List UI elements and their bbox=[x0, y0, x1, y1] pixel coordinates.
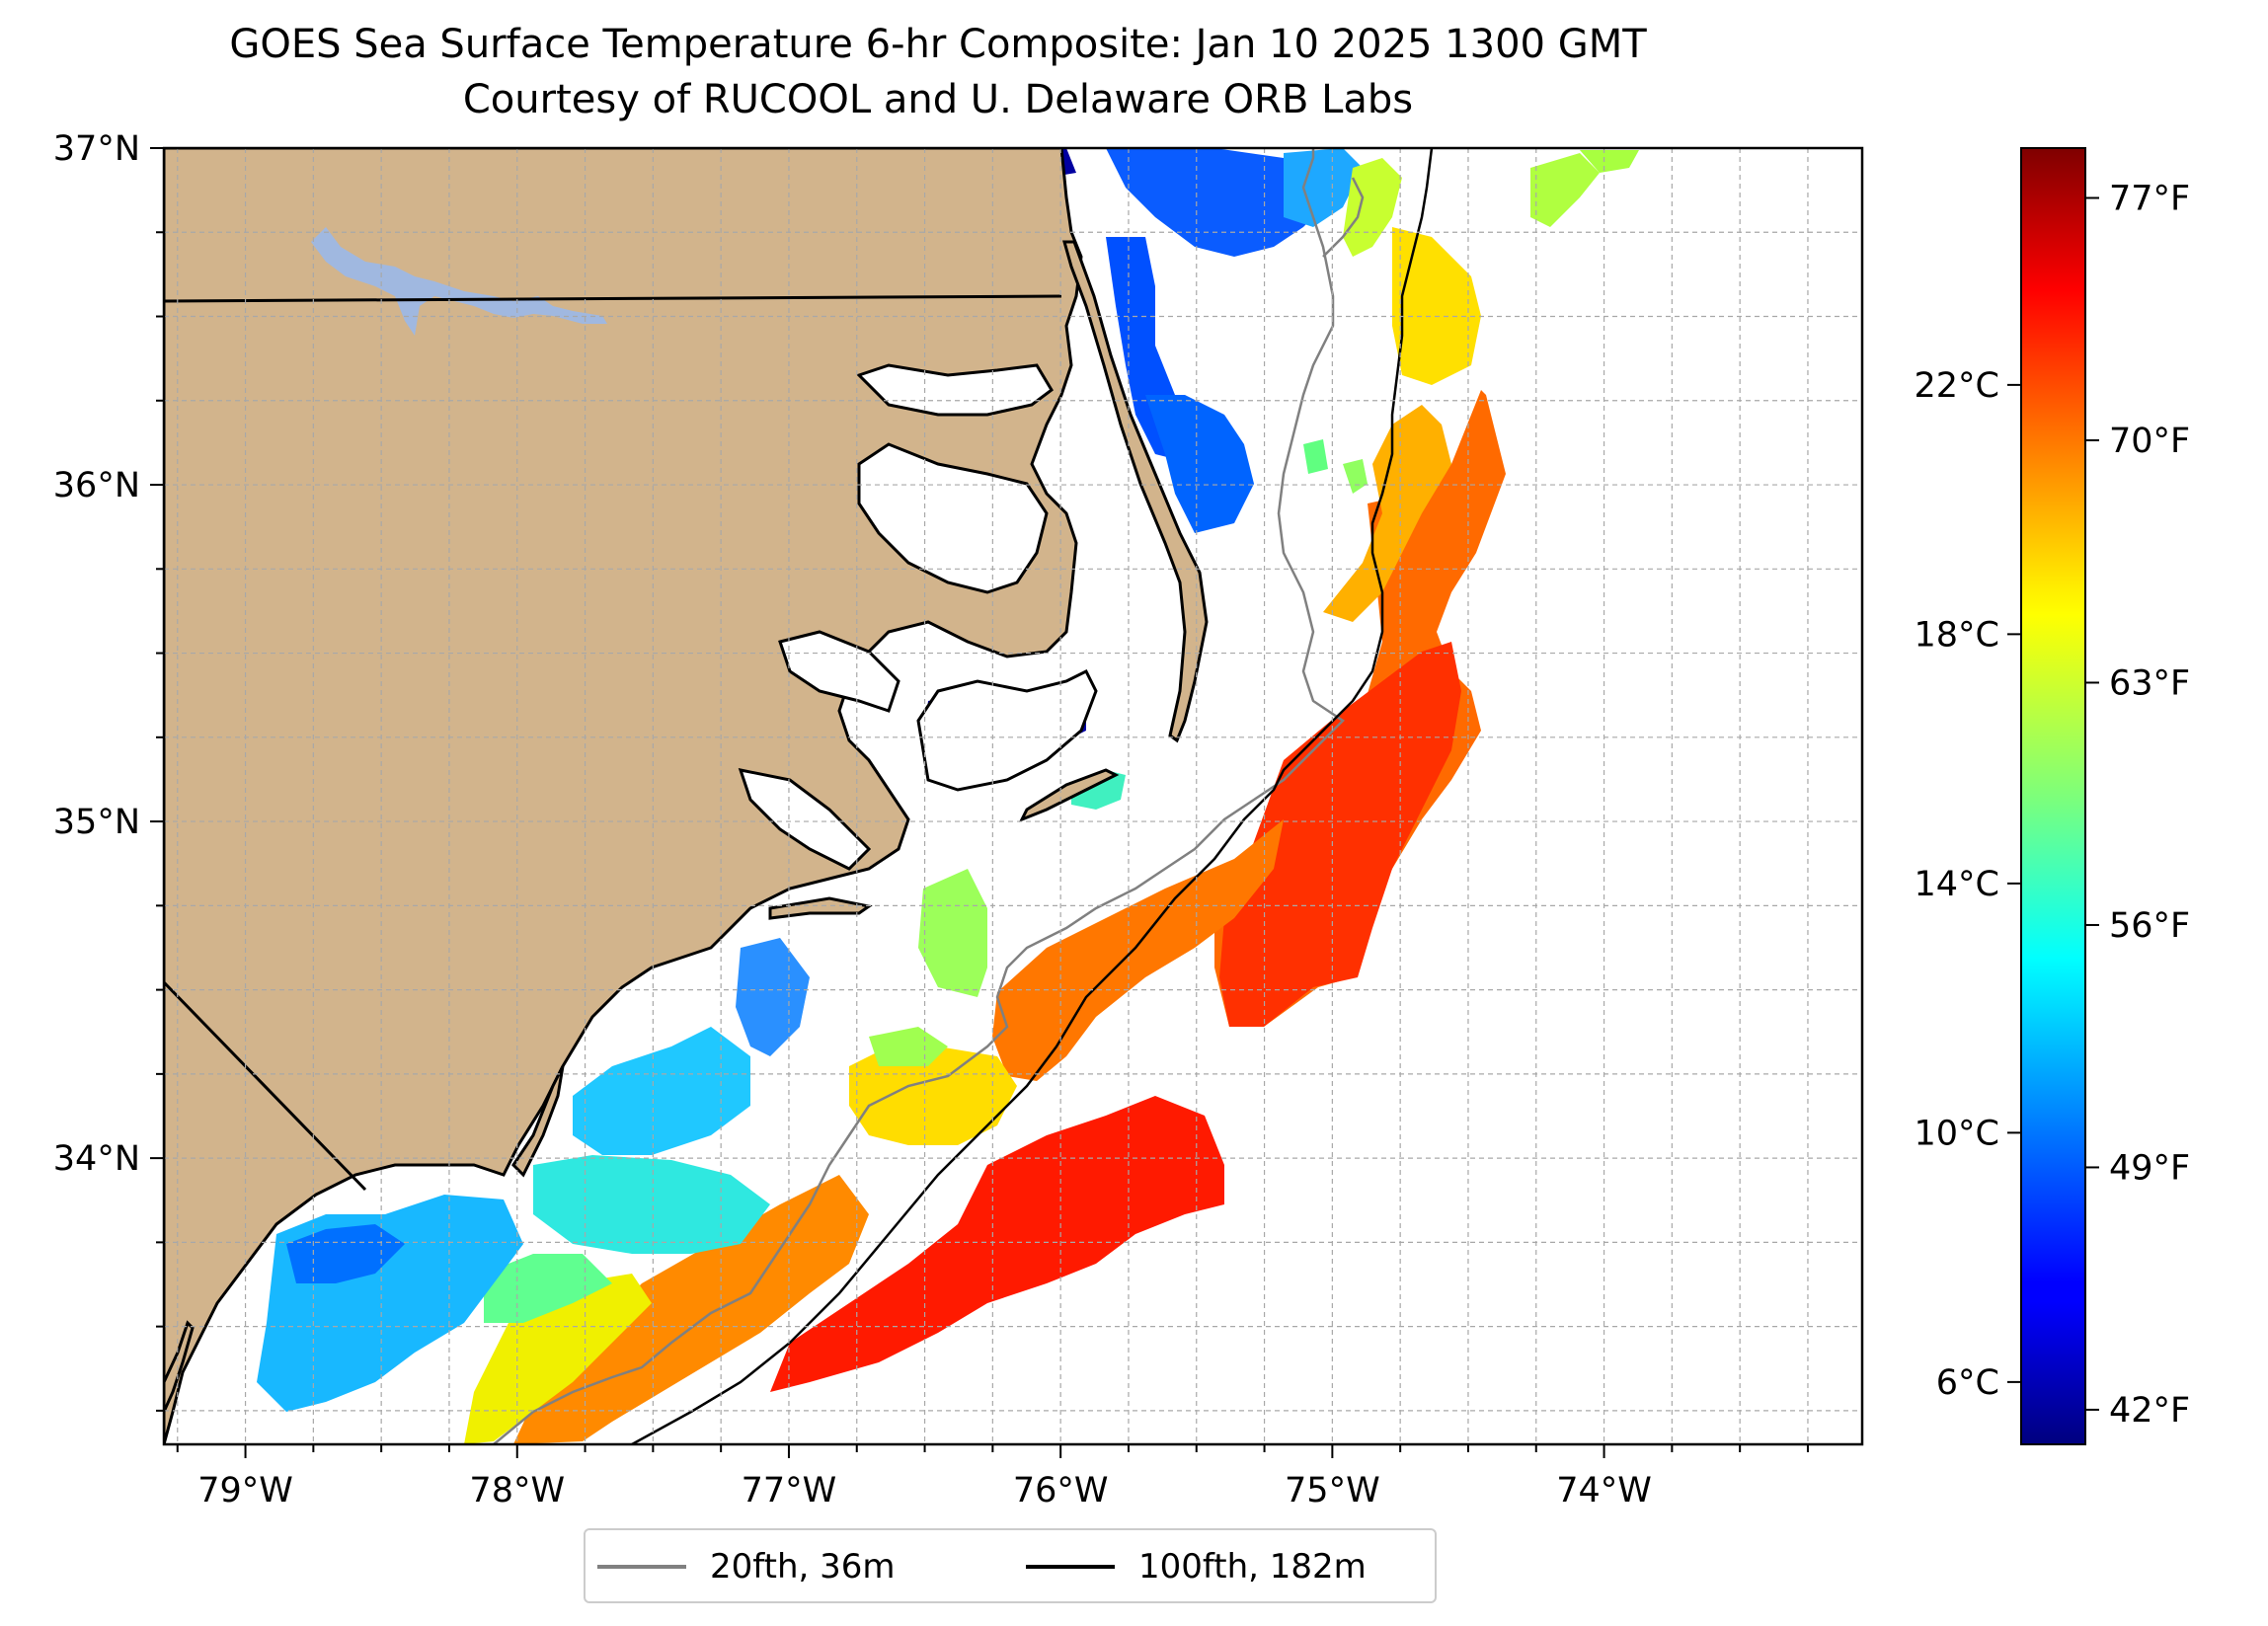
state-border-nc-sc bbox=[164, 980, 367, 1192]
land-albemarle-shore bbox=[856, 363, 1054, 417]
map-layers bbox=[164, 148, 1862, 1444]
sst-patch-far-northeast bbox=[1530, 153, 1600, 227]
sst-patch-north-lightblue bbox=[1284, 148, 1363, 227]
gridlines bbox=[164, 147, 1862, 1444]
sst-patch-shelf-mid bbox=[992, 819, 1284, 1081]
sst-patch-southern-green bbox=[484, 1254, 612, 1323]
colorbar-label-c: 18°C bbox=[1915, 615, 1999, 655]
land-pamlico-sound bbox=[916, 668, 1098, 792]
colorbar-label-f: 56°F bbox=[2109, 906, 2190, 946]
land-pamlico-shore bbox=[857, 442, 1049, 594]
sst-patch-onslow-green bbox=[869, 1027, 948, 1066]
land-outer-banks bbox=[1062, 240, 1209, 743]
legend: 20fth, 36m 100fth, 182m bbox=[584, 1528, 1437, 1603]
x-tick-label: 75°W bbox=[1285, 1471, 1380, 1510]
sst-patch-south-cyan bbox=[533, 1155, 770, 1254]
colorbar-label-c: 22°C bbox=[1915, 366, 1999, 406]
sst-patch-coastal-blue-n bbox=[736, 938, 810, 1056]
sst-patch-far-northeast-2 bbox=[1580, 150, 1639, 173]
sst-patch-coastal-cyan bbox=[573, 1027, 750, 1155]
land-core-banks bbox=[1018, 768, 1120, 822]
land-mainland bbox=[164, 148, 1083, 1444]
colorbar-label-f: 49°F bbox=[2109, 1148, 2190, 1188]
chart-subtitle: Courtesy of RUCOOL and U. Delaware ORB L… bbox=[462, 77, 1414, 122]
land-south-carolina-tip bbox=[164, 1320, 195, 1413]
sst-patch-cape-lookout-green bbox=[918, 869, 987, 997]
legend-item-100fth: 100fth, 182m bbox=[1026, 1547, 1367, 1587]
sst-patch-onslow-yellow bbox=[849, 1046, 1017, 1145]
x-tick-label: 77°W bbox=[742, 1471, 837, 1510]
legend-line-gray bbox=[597, 1565, 686, 1569]
x-tick-label: 79°W bbox=[197, 1471, 293, 1510]
isobath-100fth-182m bbox=[631, 148, 1434, 1444]
y-tick-label: 34°N bbox=[53, 1139, 140, 1179]
colorbar-ticks: 6°C 10°C 14°C 18°C 22°C 42°F 49°F 56°F 63°F 70°F 7… bbox=[1915, 180, 2191, 1431]
map-frame bbox=[162, 146, 1864, 1446]
chart-title: GOES Sea Surface Temperature 6-hr Compos… bbox=[229, 22, 1647, 67]
sst-patch-offshore-blue bbox=[1145, 395, 1254, 533]
legend-label-20fth: 20fth, 36m bbox=[710, 1547, 896, 1587]
sst-patch-small-green-1 bbox=[1343, 459, 1368, 494]
colorbar-label-f: 42°F bbox=[2109, 1391, 2190, 1431]
x-tick-label: 74°W bbox=[1556, 1471, 1652, 1510]
axis-ticks: 79°W 78°W 77°W 76°W 75°W 74°W 37°N 36°N 35°N 34°N bbox=[53, 129, 1809, 1510]
sst-patch-small-green-2 bbox=[1303, 439, 1328, 474]
isobath-20fth-36m-2 bbox=[1322, 177, 1365, 258]
y-tick-label: 35°N bbox=[53, 803, 140, 842]
legend-line-black bbox=[1026, 1565, 1115, 1569]
sst-patch-south-blue bbox=[286, 1224, 405, 1283]
legend-item-20fth: 20fth, 36m bbox=[597, 1547, 896, 1587]
legend-label-100fth: 100fth, 182m bbox=[1138, 1547, 1367, 1587]
land-bogue-banks bbox=[768, 896, 873, 920]
sst-patch-cape-hatteras bbox=[1323, 405, 1451, 622]
colorbar-label-f: 63°F bbox=[2109, 663, 2190, 703]
y-tick-label: 37°N bbox=[53, 129, 140, 169]
x-tick-label: 76°W bbox=[1013, 1471, 1109, 1510]
sst-patch-southern-yellow bbox=[464, 1274, 652, 1444]
colorbar-label-f: 70°F bbox=[2109, 422, 2190, 461]
land-lower-coast-islands bbox=[511, 1065, 565, 1178]
colorbar bbox=[2020, 147, 2086, 1445]
colorbar-label-c: 14°C bbox=[1915, 865, 1999, 904]
colorbar-label-c: 10°C bbox=[1915, 1114, 1999, 1153]
land-neuse-shore bbox=[778, 630, 900, 713]
sst-patch-northeast-yellow bbox=[1392, 227, 1481, 385]
sst-patch-southern-red bbox=[770, 1096, 1224, 1392]
colorbar-label-f: 77°F bbox=[2109, 180, 2190, 219]
colorbar-label-c: 6°C bbox=[1936, 1363, 1999, 1403]
isobath-20fth-36m bbox=[493, 148, 1345, 1444]
x-tick-label: 78°W bbox=[469, 1471, 565, 1510]
lake-kerr bbox=[311, 227, 607, 336]
land-new-river bbox=[738, 768, 872, 871]
y-tick-label: 36°N bbox=[53, 466, 140, 505]
sst-patch-north-blue bbox=[1106, 148, 1333, 257]
